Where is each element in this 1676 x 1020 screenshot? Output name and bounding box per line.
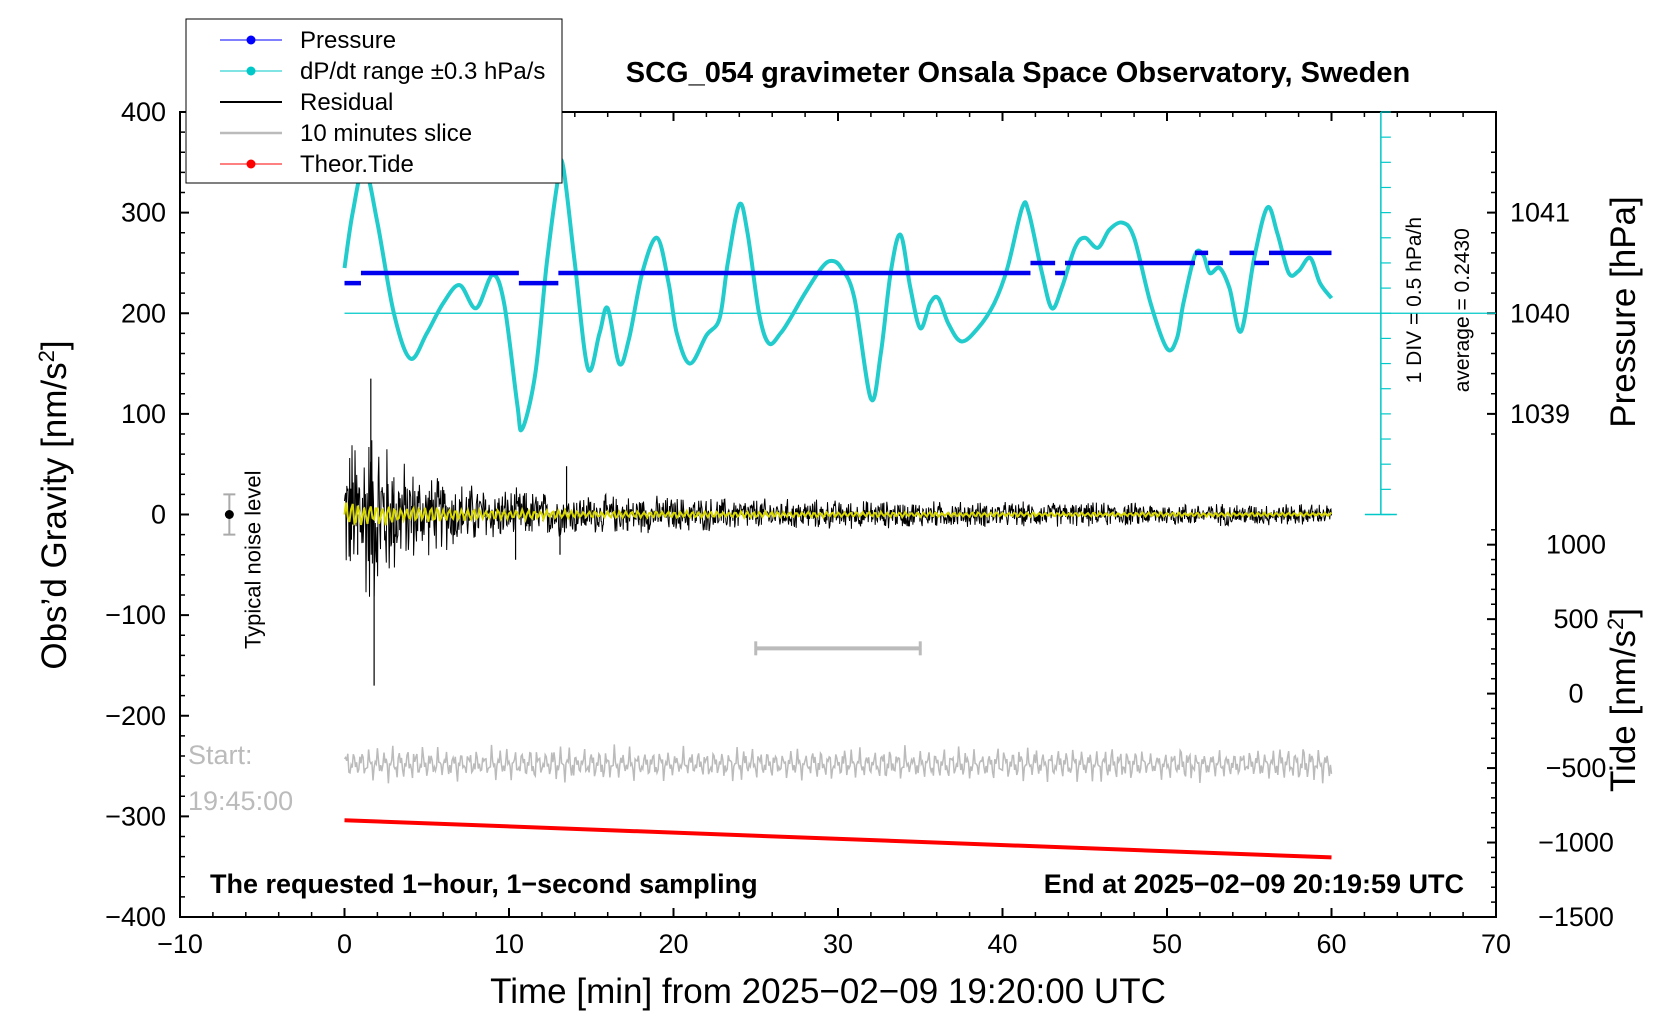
pressure-tick-label: 1040	[1510, 298, 1570, 328]
tide-tick-label: −1500	[1538, 902, 1614, 932]
y-axis-title-tide-main: Tide [nm/s	[1604, 630, 1643, 792]
legend-marker	[246, 35, 256, 45]
y-tick-label: 200	[121, 298, 166, 328]
y-axis-title-pressure: Pressure [hPa]	[1604, 196, 1643, 428]
legend-label: Theor.Tide	[300, 151, 414, 178]
y-tick-label: −300	[105, 801, 166, 831]
pressure-tick-label: 1039	[1510, 399, 1570, 429]
noise-indicator	[223, 493, 236, 536]
tide-tick-label: 500	[1553, 604, 1598, 634]
legend-label: Pressure	[300, 27, 396, 54]
y-tick-label: −200	[105, 701, 166, 731]
x-tick-label: 20	[658, 929, 688, 959]
x-tick-label: 30	[823, 929, 853, 959]
tide-line	[344, 818, 1332, 860]
y-axis-title-left-end: ]	[35, 340, 74, 350]
x-tick-label: 70	[1481, 929, 1511, 959]
noise-level-label: Typical noise level	[240, 471, 265, 650]
y-axis-title-tide-end: ]	[1604, 608, 1643, 618]
legend-label: dP/dt range ±0.3 hPa/s	[300, 58, 545, 85]
noise-point	[224, 510, 234, 519]
y-tick-label: 300	[121, 198, 166, 228]
x-tick-label: 0	[337, 929, 352, 959]
start-label: Start:	[188, 740, 253, 770]
y-axis-title-tide-sup: 2	[1603, 618, 1628, 630]
start-time: 19:45:00	[188, 786, 293, 816]
y-tick-label: 0	[151, 500, 166, 530]
x-tick-label: 60	[1316, 929, 1346, 959]
tide-tick-label: 1000	[1546, 530, 1606, 560]
axis-ticks: −10 0 10 20 30 40 50 60 704003002001000−100−200−…	[105, 97, 1614, 959]
y-tick-label: 100	[121, 399, 166, 429]
tide-tick-label: −1000	[1538, 828, 1614, 858]
y-tick-label: −100	[105, 600, 166, 630]
legend-label: Residual	[300, 89, 393, 116]
series-layer	[342, 158, 1334, 860]
y-axis-title-left-sup: 2	[34, 350, 59, 362]
y-axis-title-left: Obs’d Gravity [nm/s2]	[34, 340, 75, 669]
x-tick-label: 50	[1152, 929, 1182, 959]
legend-label: 10 minutes slice	[300, 120, 472, 147]
dpdt-average-label: average = 0.2430	[1451, 228, 1474, 392]
y-tick-label: −400	[105, 902, 166, 932]
x-tick-label: 10	[494, 929, 524, 959]
residual-smooth-line	[343, 502, 1332, 527]
chart-title: SCG_054 gravimeter Onsala Space Observat…	[626, 57, 1410, 89]
x-tick-label: 40	[987, 929, 1017, 959]
residual-line	[344, 440, 1332, 597]
tide-tick-label: −500	[1546, 753, 1607, 783]
legend: Pressure dP/dt range ±0.3 hPa/s Residual 10…	[185, 18, 563, 184]
y-tick-label: 400	[121, 97, 166, 127]
sampling-note: The requested 1−hour, 1−second sampling	[210, 869, 758, 899]
dpdt-div-label: 1 DIV = 0.5 hPa/h	[1403, 217, 1426, 383]
end-time-note: End at 2025−02−09 20:19:59 UTC	[1044, 869, 1464, 899]
tide-tick-label: 0	[1568, 679, 1583, 709]
dpdt-scale-axis	[344, 111, 1496, 516]
slice-line	[343, 744, 1333, 784]
x-axis-title: Time [min] from 2025−02−09 19:20:00 UTC	[490, 972, 1166, 1011]
y-axis-title-tide: Tide [nm/s2]	[1603, 608, 1644, 792]
dpdt-line	[342, 158, 1334, 433]
x-tick-label: −10	[157, 929, 203, 959]
legend-marker	[246, 66, 256, 76]
pressure-tick-label: 1041	[1510, 198, 1570, 228]
legend-marker	[246, 159, 256, 169]
y-axis-title-left-main: Obs’d Gravity [nm/s	[35, 362, 74, 669]
